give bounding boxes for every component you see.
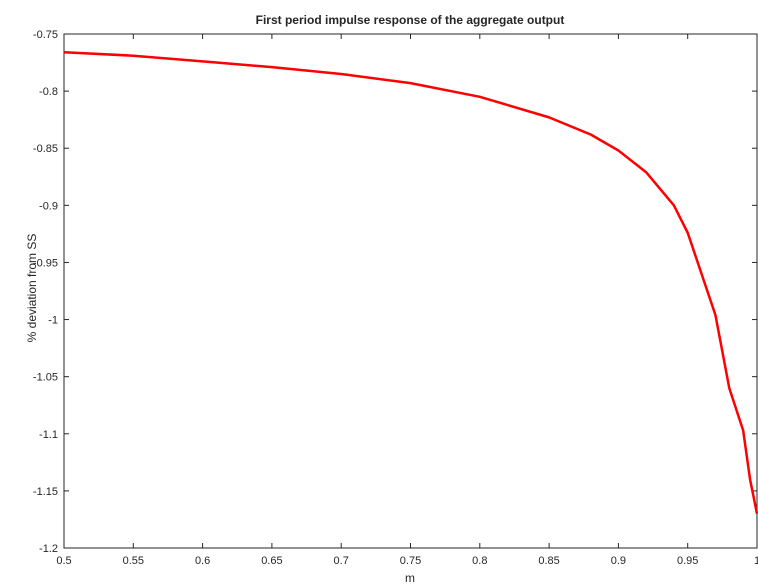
x-tick-label: 1 [754, 555, 758, 567]
y-tick-label: -0.75 [33, 29, 58, 41]
x-tick-label: 0.8 [472, 555, 487, 567]
x-tick-label: 0.9 [611, 555, 626, 567]
y-tick-label: -0.9 [39, 200, 58, 212]
x-tick-label: 0.85 [538, 555, 559, 567]
series-line [63, 51, 758, 514]
x-tick-label: 0.75 [400, 555, 421, 567]
series-layer [63, 51, 758, 514]
y-tick-label: -1 [48, 315, 58, 327]
y-tick-label: -1.2 [39, 543, 58, 555]
y-tick-label: -1.05 [33, 372, 58, 384]
y-tick-label: -0.8 [39, 86, 58, 98]
plot-area [63, 33, 758, 549]
y-tick-label: -1.15 [33, 486, 58, 498]
x-tick-label: 0.7 [334, 555, 349, 567]
x-tick-label: 0.65 [261, 555, 282, 567]
y-axis-label: % deviation from SS [25, 234, 39, 343]
plot-frame [63, 33, 758, 549]
x-tick-label: 0.5 [56, 555, 71, 567]
y-tick-label: -1.1 [39, 429, 58, 441]
y-tick-label: -0.95 [33, 257, 58, 269]
chart-title: First period impulse response of the agg… [256, 13, 565, 27]
x-tick-label: 0.55 [123, 555, 144, 567]
x-axis-label: m [405, 571, 415, 585]
y-axis: -0.75 -0.8 -0.85 -0.9 -0.95 -1 -1.05 -1.1 -1.15 -… [33, 29, 757, 555]
x-axis: 0.5 0.55 0.6 0.65 0.7 0.75 0.8 0.85 0.9 0.95 1 [56, 34, 758, 567]
x-tick-label: 0.95 [677, 555, 698, 567]
x-tick-label: 0.6 [195, 555, 210, 567]
y-tick-label: -0.85 [33, 143, 58, 155]
